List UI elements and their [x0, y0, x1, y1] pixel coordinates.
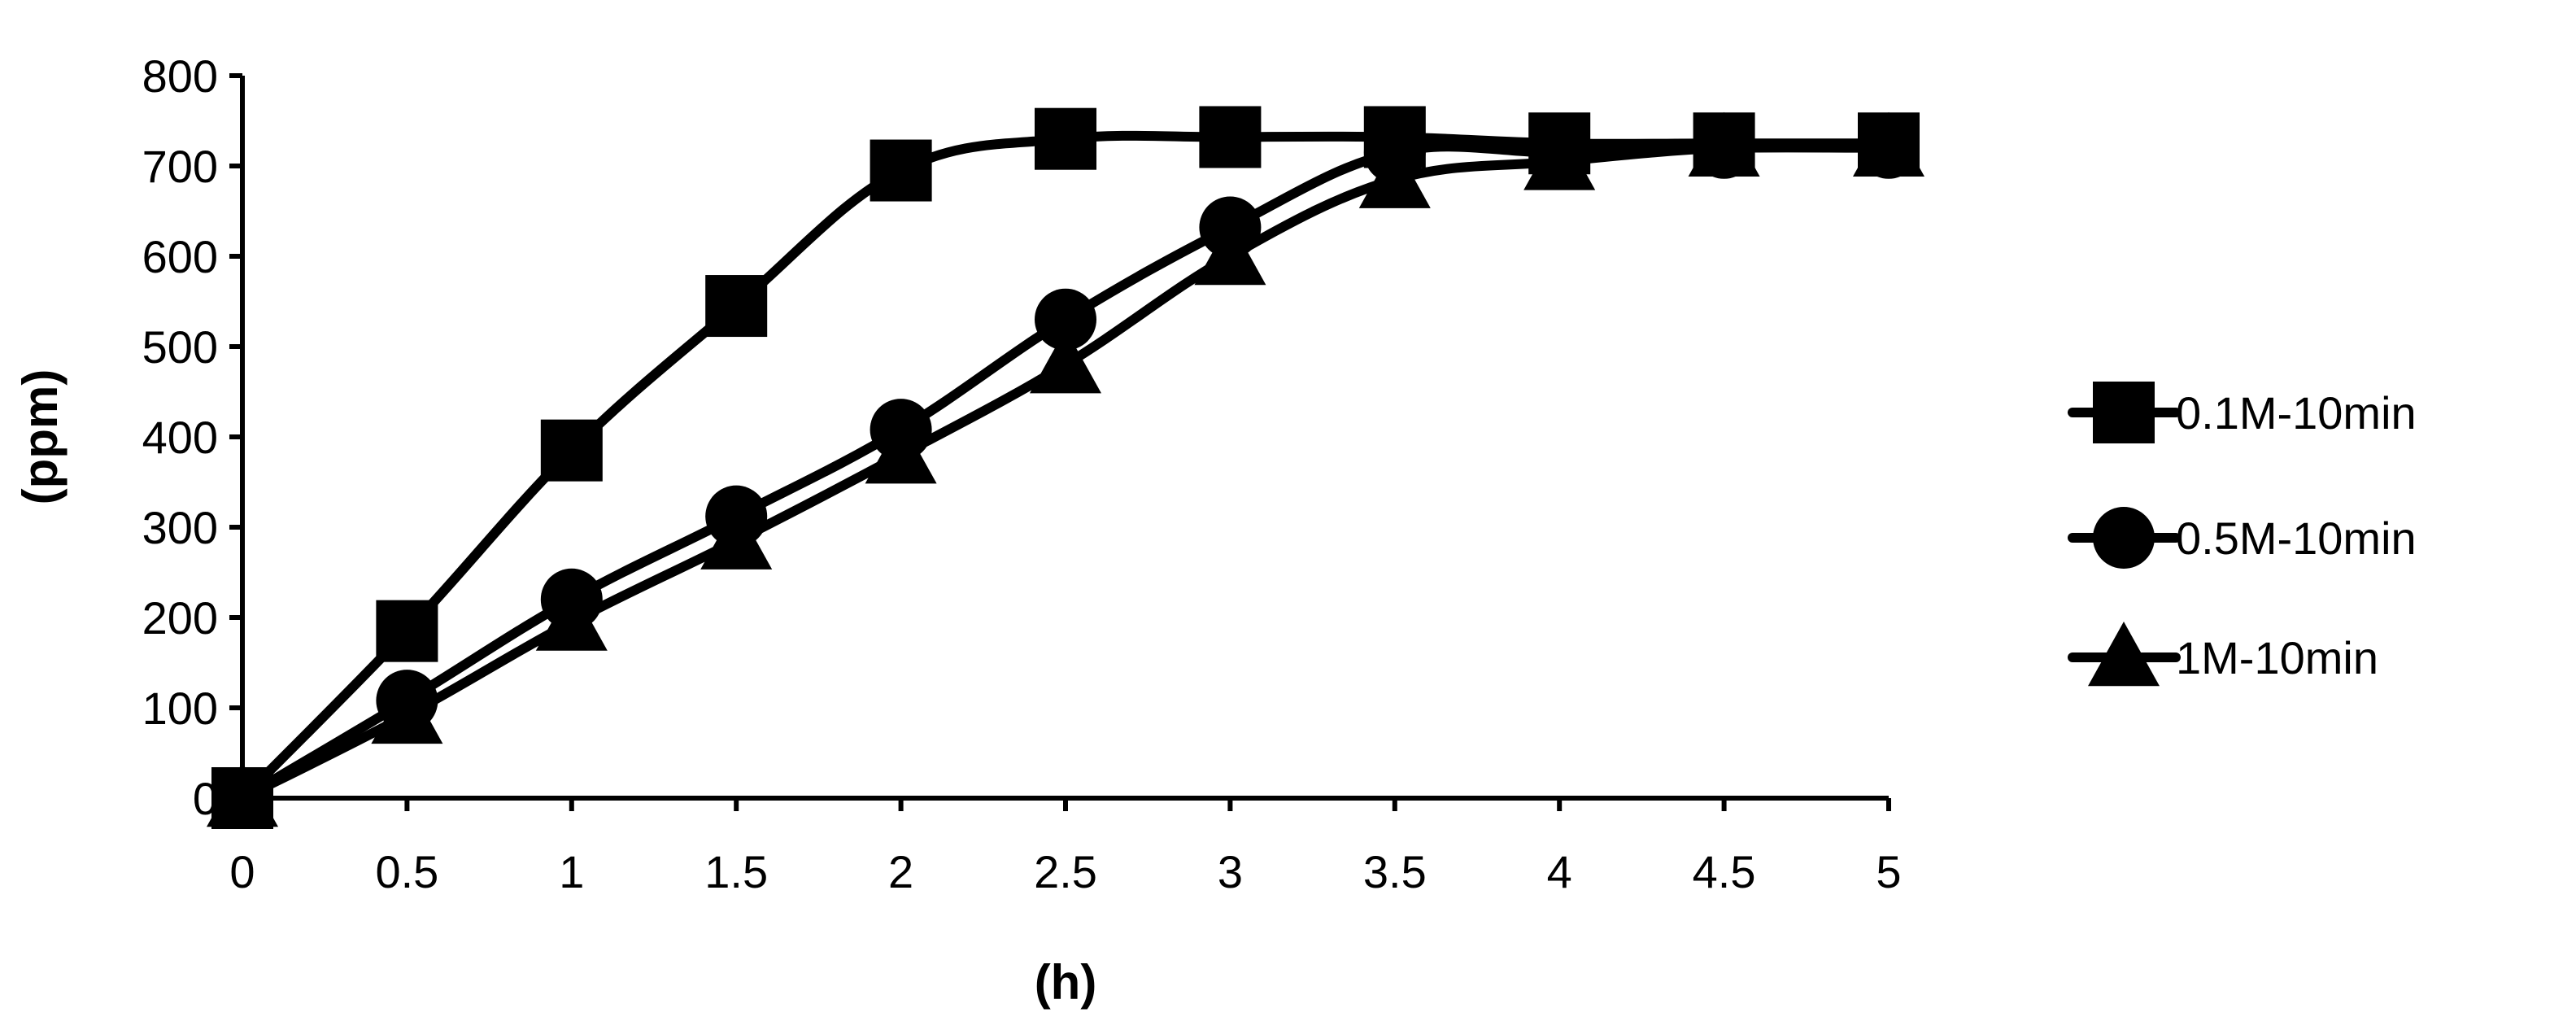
y-tick-label: 100	[142, 683, 218, 734]
x-tick-label: 0.5	[375, 846, 438, 897]
data-point-triangle	[371, 679, 443, 744]
data-point-triangle	[1194, 220, 1266, 286]
x-axis-title: (h)	[1035, 955, 1097, 1010]
data-point-circle	[1035, 288, 1096, 351]
y-tick-label: 600	[142, 231, 218, 282]
data-point-square	[870, 139, 932, 202]
x-tick-label: 2.5	[1034, 846, 1097, 897]
x-tick-label: 4.5	[1693, 846, 1756, 897]
y-axis-title: (ppm)	[13, 369, 68, 505]
legend-marker-triangle	[2088, 622, 2160, 687]
legend: 0.1M-10min 0.5M-10min 1M-10min	[2068, 382, 2417, 687]
x-tick-label: 1	[559, 846, 584, 897]
data-point-square	[376, 600, 438, 662]
ticks: 0 0.5 1 1.5 2 2.5 3 3.5 4 4.5 50100200300400500600…	[142, 50, 1902, 897]
legend-label: 0.1M-10min	[2176, 387, 2417, 439]
y-tick-label: 700	[142, 141, 218, 192]
legend-item: 0.5M-10min	[2068, 507, 2417, 569]
x-tick-label: 0	[229, 846, 255, 897]
series-line-1M-10min	[238, 142, 1894, 803]
x-tick-label: 1.5	[704, 846, 768, 897]
y-tick-label: 500	[142, 321, 218, 373]
series-line-0.5M-10min	[238, 142, 1894, 803]
data-point-triangle	[207, 762, 278, 827]
data-point-triangle	[1688, 111, 1760, 177]
data-point-triangle	[1358, 143, 1431, 208]
series-group	[207, 106, 1924, 829]
x-tick-label: 3	[1218, 846, 1243, 897]
y-tick-label: 200	[142, 592, 218, 644]
x-tick-label: 3.5	[1363, 846, 1427, 897]
series-0.5M-10min	[211, 116, 1920, 829]
data-point-square	[1035, 107, 1096, 170]
y-tick-label: 400	[142, 412, 218, 463]
x-tick-label: 5	[1876, 846, 1901, 897]
legend-label: 1M-10min	[2176, 632, 2378, 683]
data-point-triangle	[535, 586, 608, 651]
series-line-0.1M-10min	[238, 130, 1894, 803]
x-tick-label: 4	[1547, 846, 1572, 897]
data-point-triangle	[1030, 329, 1101, 394]
data-point-triangle	[1853, 111, 1924, 177]
data-point-square	[1199, 106, 1262, 168]
legend-item: 0.1M-10min	[2068, 382, 2417, 443]
y-tick-label: 300	[142, 502, 218, 553]
series-0.1M-10min	[211, 106, 1920, 829]
data-point-square	[540, 419, 603, 482]
legend-marker-square	[2093, 382, 2155, 443]
data-point-square	[705, 275, 768, 338]
data-point-triangle	[1523, 125, 1596, 190]
axes	[240, 76, 1889, 801]
series-1M-10min	[207, 111, 1924, 827]
data-point-triangle	[865, 419, 937, 484]
legend-item: 1M-10min	[2068, 622, 2378, 687]
legend-marker-circle	[2093, 507, 2155, 569]
x-tick-label: 2	[888, 846, 913, 897]
data-point-triangle	[700, 504, 773, 570]
y-tick-label: 800	[142, 50, 218, 102]
legend-label: 0.5M-10min	[2176, 513, 2417, 564]
